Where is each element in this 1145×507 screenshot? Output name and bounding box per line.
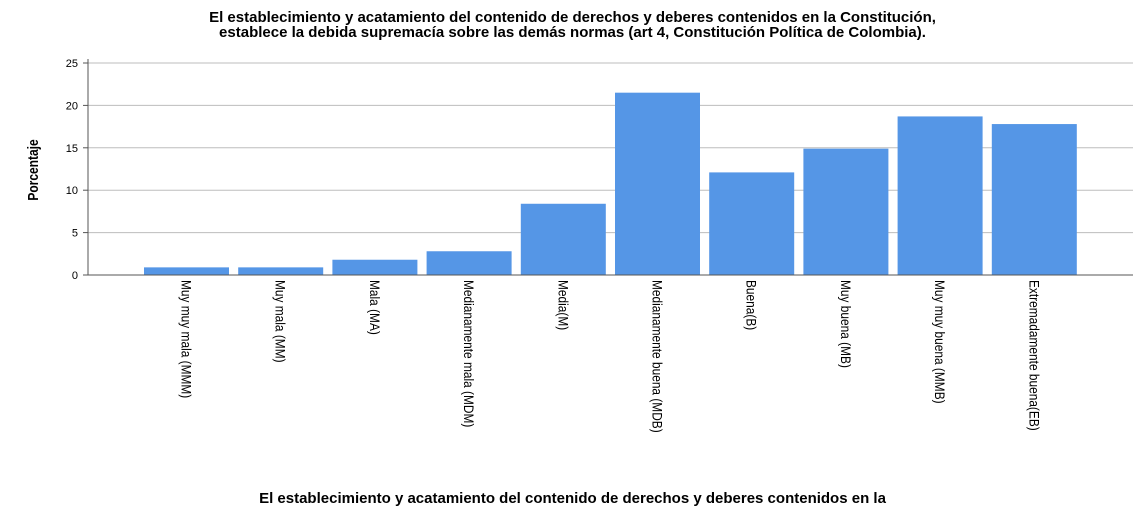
bar — [520, 203, 606, 275]
chart-title-line-1: El establecimiento y acatamiento del con… — [209, 9, 936, 26]
x-tick-label: Media(M) — [555, 280, 571, 330]
y-tick-label: 20 — [66, 100, 78, 112]
x-tick-label: Medianamente mala (MDM) — [461, 280, 477, 427]
x-tick-label: Extremadamente buena(EB) — [1026, 280, 1042, 431]
x-tick-label: Muy mala (MM) — [272, 280, 288, 363]
bar — [332, 259, 418, 275]
x-tick-label: Muy muy buena (MMB) — [932, 280, 948, 404]
x-tick-label: Muy muy mala (MMM) — [178, 280, 194, 398]
bar — [897, 116, 983, 275]
y-tick-label: 5 — [72, 228, 78, 240]
y-axis-ticks: 0 5 10 15 20 25 — [66, 58, 88, 282]
x-axis-tick-labels: Muy muy mala (MMM) Muy mala (MM) Mala (MA)… — [178, 280, 1042, 433]
y-tick-label: 10 — [66, 185, 78, 197]
chart-title-line-2: establece la debida supremacía sobre las… — [219, 24, 926, 41]
bar — [238, 267, 324, 275]
y-tick-label: 0 — [72, 270, 78, 282]
x-tick-label: Muy buena (MB) — [838, 280, 854, 368]
y-axis-label: Porcentaje — [25, 139, 42, 201]
bar — [803, 148, 889, 275]
y-tick-label: 15 — [66, 143, 78, 155]
bar — [615, 92, 700, 276]
bar — [991, 124, 1077, 275]
y-tick-label: 25 — [66, 58, 78, 70]
bars — [144, 92, 1077, 276]
bar — [709, 172, 795, 275]
chart-title: El establecimiento y acatamiento del con… — [0, 10, 1145, 40]
x-axis-label: El establecimiento y acatamiento del con… — [259, 490, 886, 507]
bar — [426, 251, 512, 275]
x-tick-label: Buena(B) — [743, 280, 759, 330]
x-tick-label: Mala (MA) — [367, 280, 383, 335]
bar — [144, 267, 229, 275]
x-tick-label: Medianamente buena (MDB) — [649, 280, 665, 433]
